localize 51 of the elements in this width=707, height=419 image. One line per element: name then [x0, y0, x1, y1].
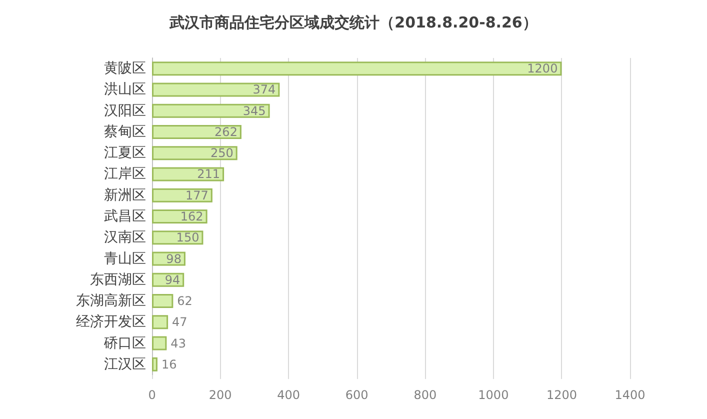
data-label: 47 [172, 315, 188, 330]
bar [152, 62, 562, 76]
x-tick-label: 400 [277, 388, 300, 402]
data-label: 1200 [527, 62, 558, 76]
y-tick-label: 新洲区 [104, 187, 146, 204]
data-label: 211 [197, 167, 220, 182]
bar [152, 357, 158, 372]
x-tick-label: 1400 [614, 388, 646, 402]
x-tick-label: 600 [345, 388, 368, 402]
y-tick-label: 硚口区 [103, 335, 146, 352]
y-tick-label: 汉南区 [104, 230, 146, 246]
data-label: 262 [214, 124, 238, 139]
x-tick-label: 0 [148, 388, 156, 402]
y-tick-label: 洪山区 [104, 82, 146, 98]
y-tick-label: 经济开发区 [76, 314, 146, 330]
data-label: 345 [242, 104, 266, 118]
bar [152, 188, 212, 202]
bar [152, 82, 280, 97]
y-tick-label: 江岸区 [104, 166, 146, 182]
bar [152, 210, 208, 224]
data-label: 150 [176, 230, 200, 245]
y-tick-label: 江夏区 [104, 145, 146, 162]
y-tick-label: 黄陂区 [104, 60, 146, 77]
data-label: 162 [180, 210, 204, 224]
bar [152, 315, 168, 330]
data-label: 250 [210, 146, 234, 160]
data-label: 62 [177, 294, 192, 308]
y-tick-label: 东湖高新区 [76, 293, 146, 310]
bar [152, 124, 242, 139]
data-label: 16 [161, 357, 177, 372]
y-tick-label: 青山区 [104, 250, 146, 267]
bar [152, 336, 167, 350]
x-tick-label: 800 [414, 388, 437, 402]
data-label: 43 [170, 336, 186, 350]
x-tick-label: 1000 [478, 388, 509, 402]
data-label: 94 [164, 272, 180, 287]
data-label: 177 [186, 188, 208, 202]
bar [152, 104, 270, 118]
y-tick-label: 汉阳区 [104, 102, 146, 119]
y-tick-label: 武昌区 [104, 208, 146, 224]
data-label: 98 [166, 252, 182, 266]
y-tick-label: 江汉区 [104, 356, 146, 372]
bar [152, 146, 238, 160]
chart-title: 武汉市商品住宅分区域成交统计（2018.8.20-8.26） [168, 14, 538, 32]
bar [152, 294, 174, 308]
x-tick-label: 1200 [546, 388, 577, 402]
y-tick-label: 蔡甸区 [104, 124, 146, 140]
x-tick-label: 200 [208, 388, 232, 402]
data-label: 374 [252, 82, 276, 97]
y-tick-label: 东西湖区 [90, 272, 146, 288]
bar [152, 167, 224, 182]
